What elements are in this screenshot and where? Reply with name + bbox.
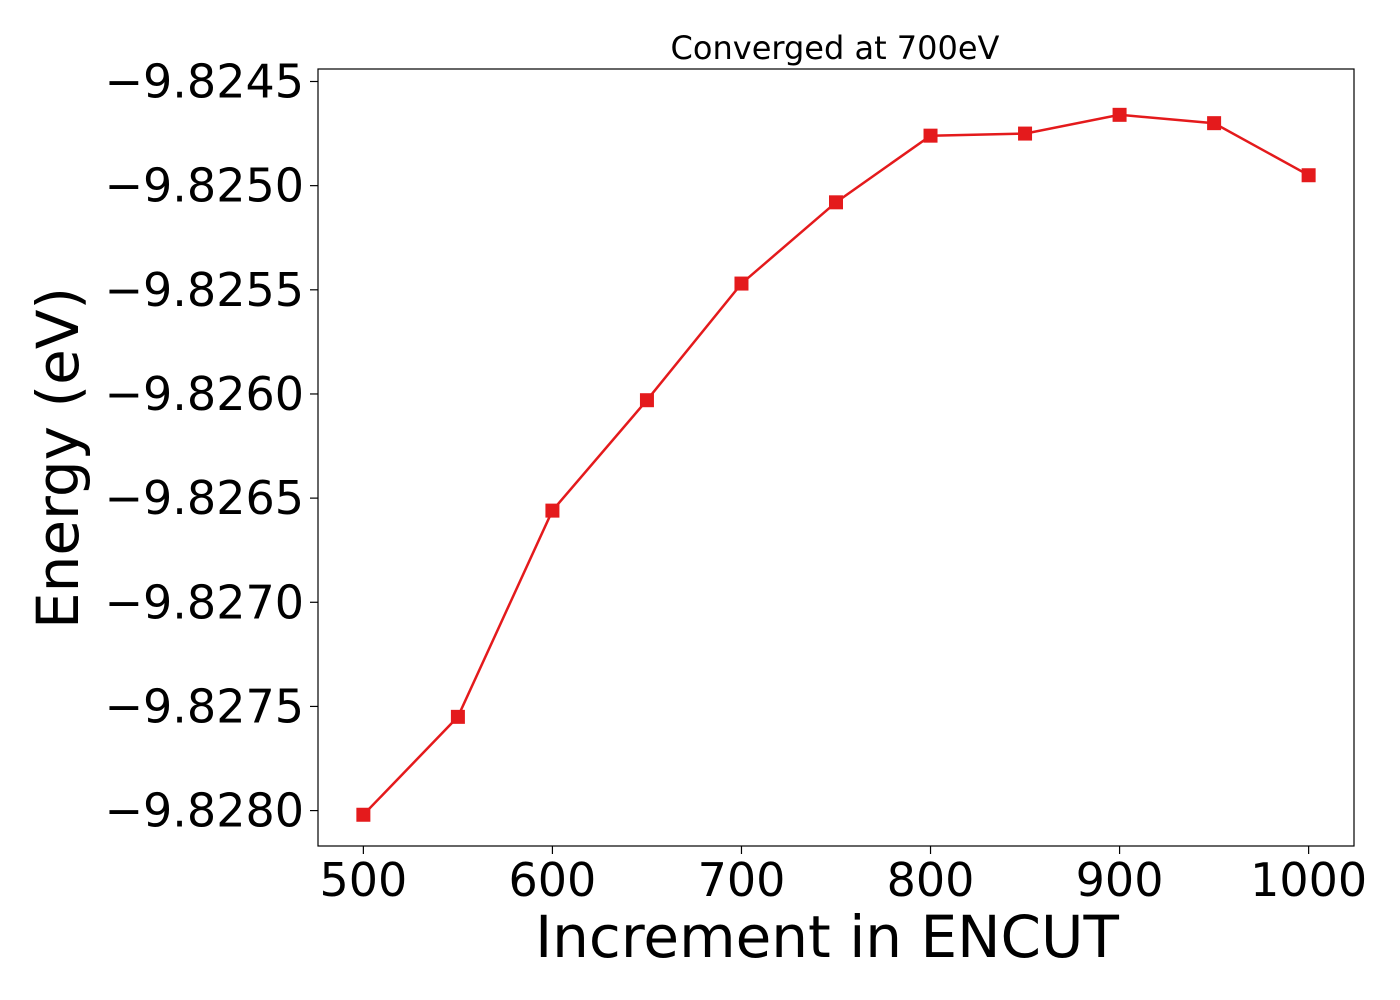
y-tick-label: −9.8275 [105,679,305,733]
data-point-marker [829,195,843,210]
x-tick-label: 900 [1076,853,1164,907]
data-point-marker [639,393,654,408]
y-axis-label: Energy (eV) [24,287,92,629]
plot-area [356,107,1316,822]
y-tick-label: −9.8255 [105,263,305,317]
x-axis-label: Increment in ENCUT [535,903,1119,971]
x-tick-label: 1000 [1250,853,1367,907]
data-point-marker [923,128,938,143]
data-point-marker [1301,168,1316,183]
data-point-marker [1112,107,1127,122]
y-tick-label: −9.8250 [105,159,305,213]
data-point-marker [734,276,749,291]
data-point-marker [1018,126,1033,141]
x-tick-label: 600 [509,853,597,907]
data-point-marker [450,709,465,724]
y-axis: −9.8280 −9.8275 −9.8270 −9.8265 −9.8260 −9.82… [105,54,318,838]
y-tick-label: −9.8270 [105,575,305,629]
y-tick-label: −9.8280 [105,784,305,838]
y-tick-label: −9.8265 [105,471,305,525]
y-tick-label: −9.8260 [105,367,305,421]
plot-frame [317,68,1355,847]
x-tick-label: 700 [698,853,786,907]
x-tick-label: 500 [319,853,407,907]
data-point-marker [356,807,371,822]
x-axis: 500 600 700 800 900 1000 [319,846,1367,907]
x-tick-label: 800 [887,853,975,907]
data-point-marker [1207,116,1222,131]
series-line [362,113,1310,816]
chart-title: Converged at 700eV [671,29,1000,67]
y-tick-label: −9.8245 [105,54,305,108]
data-point-marker [545,503,560,518]
